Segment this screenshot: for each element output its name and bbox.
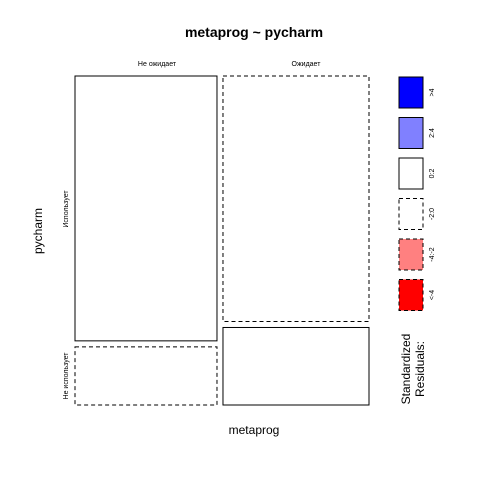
mosaic-cell-2-1 bbox=[222, 75, 370, 322]
mosaic-cell-1-2 bbox=[74, 346, 218, 406]
mosaic-cells bbox=[74, 75, 370, 406]
legend-label-3: 0:2 bbox=[429, 169, 436, 179]
x-axis-label: metaprog bbox=[229, 423, 280, 437]
legend-swatch-1 bbox=[398, 76, 424, 109]
legend-swatch-6 bbox=[398, 279, 424, 311]
mosaic-cell-2-2 bbox=[222, 326, 370, 406]
legend-label-5: -4:-2 bbox=[429, 247, 436, 262]
legend-swatch-3 bbox=[398, 157, 424, 190]
y-tick-label-ne-ispolzuet: Не использует bbox=[63, 352, 70, 400]
legend-label-4: -2:0 bbox=[429, 208, 436, 220]
legend-swatch-2 bbox=[398, 117, 424, 149]
mosaic-cell-1-1 bbox=[74, 75, 218, 342]
x-tick-label-ne-ozhidaet: Не ожидает bbox=[138, 61, 177, 68]
legend-label-6: <-4 bbox=[429, 290, 436, 300]
legend-title-line1: Standardized bbox=[399, 334, 413, 405]
legend: >4 2:4 0:2 -2:0 -4:-2 <-4 bbox=[398, 76, 436, 311]
legend-title-line2: Residuals: bbox=[413, 341, 427, 397]
legend-label-2: 2:4 bbox=[429, 128, 436, 138]
x-tick-label-ozhidaet: Ожидает bbox=[292, 61, 322, 68]
y-tick-label-ispolzuet: Использует bbox=[63, 190, 70, 228]
chart-title: metaprog ~ pycharm bbox=[185, 24, 323, 40]
legend-label-1: >4 bbox=[429, 88, 436, 96]
legend-swatch-5 bbox=[398, 238, 424, 271]
legend-swatch-4 bbox=[398, 198, 424, 230]
y-axis-label: pycharm bbox=[31, 208, 45, 254]
